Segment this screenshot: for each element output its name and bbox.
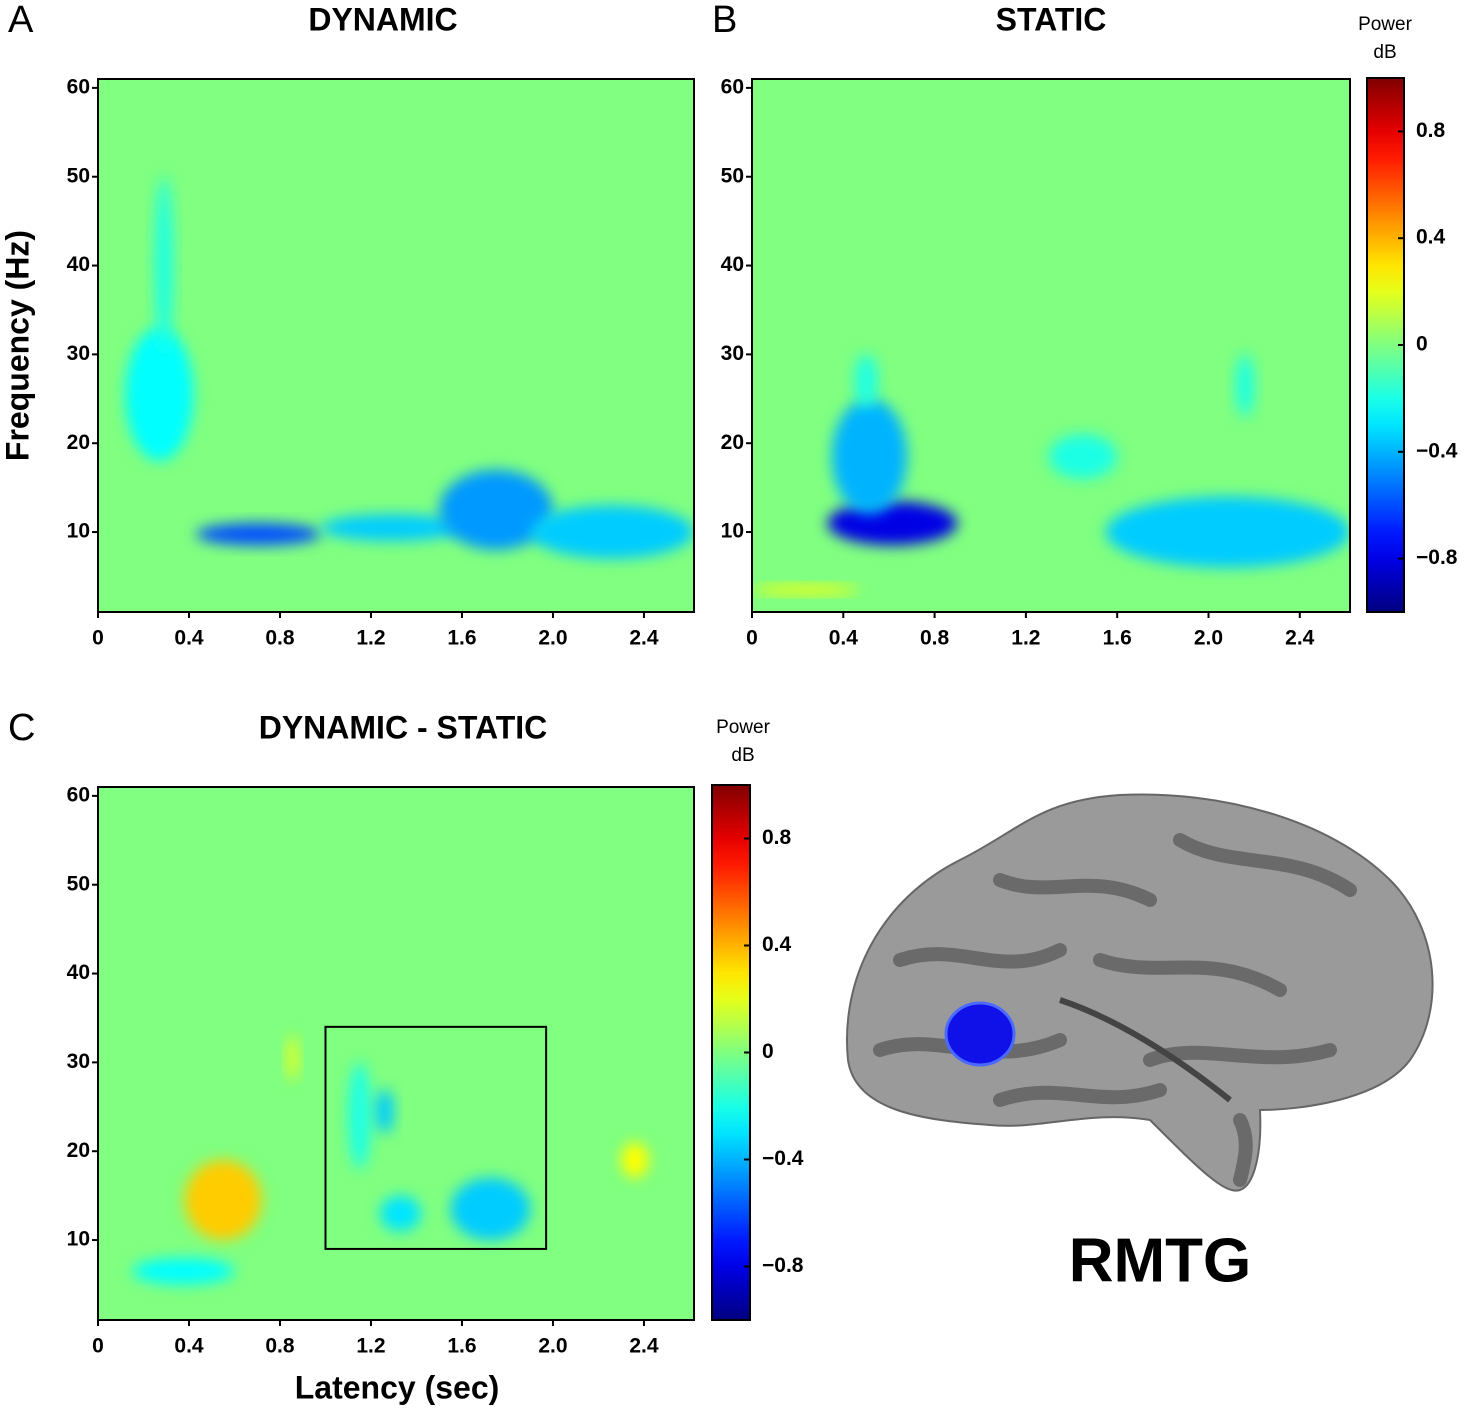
x-tick-label: 1.6 [447, 627, 476, 650]
x-axis-label: Latency (sec) [295, 1369, 500, 1405]
y-tick-label: 40 [721, 253, 744, 276]
y-tick-label: 50 [67, 872, 90, 895]
heatmap-blob [1235, 354, 1255, 417]
y-tick-label: 60 [67, 75, 90, 98]
heatmap-blob [125, 327, 194, 461]
heatmap-field [132, 1035, 649, 1285]
chart-title: DYNAMIC - STATIC [259, 709, 548, 745]
x-tick-label: 2.4 [629, 627, 659, 650]
heatmap-blob [380, 1195, 422, 1232]
chart-title: STATIC [996, 1, 1107, 37]
x-tick-label: 0.8 [265, 627, 295, 650]
colorbar-tick-label: −0.8 [762, 1254, 804, 1277]
heatmap-blob [1048, 434, 1118, 479]
y-tick-label: 40 [67, 961, 90, 984]
colorbar-label: Power [1358, 14, 1413, 35]
colorbar-label: dB [1373, 42, 1396, 63]
heatmap-blob [1105, 496, 1350, 568]
heatmap-blob [195, 523, 321, 546]
x-tick-label: 2.0 [1194, 627, 1223, 650]
x-tick-label: 1.2 [356, 1335, 385, 1358]
x-tick-label: 0.4 [174, 1335, 204, 1358]
heatmap-blob [621, 1142, 649, 1178]
x-tick-label: 2.0 [538, 627, 567, 650]
panel-letter: A [8, 0, 34, 41]
y-tick-label: 60 [67, 783, 90, 806]
heatmap-blob [154, 176, 174, 355]
brain: RMTG [846, 793, 1434, 1295]
y-tick-label: 40 [67, 253, 90, 276]
x-tick-label: 0 [746, 627, 758, 650]
y-tick-label: 20 [721, 431, 744, 454]
heatmap-blob [854, 354, 878, 408]
colorbar-label: dB [731, 745, 754, 766]
x-tick-label: 0.4 [174, 627, 204, 650]
x-tick-label: 1.2 [356, 627, 385, 650]
colorbar-tick-label: −0.4 [762, 1147, 804, 1170]
plot-frame [751, 78, 1351, 613]
colorbar-tick-label: 0.8 [1416, 119, 1446, 142]
colorbar-tick-label: 0 [762, 1040, 774, 1063]
heatmap-field [752, 354, 1350, 595]
heatmap-blob [184, 1160, 262, 1241]
x-tick-label: 0.8 [265, 1335, 295, 1358]
colorbar-tick-label: 0.4 [1416, 226, 1446, 249]
heatmap-blob [450, 1177, 531, 1241]
y-tick-label: 10 [67, 520, 90, 543]
x-tick-label: 2.4 [1285, 627, 1315, 650]
heatmap-blob [831, 398, 908, 515]
plot-frame [97, 78, 695, 613]
y-tick-label: 50 [721, 164, 744, 187]
plot-frame [97, 786, 695, 1321]
y-tick-label: 50 [67, 164, 90, 187]
x-tick-label: 0.4 [829, 627, 859, 650]
roi-box [324, 1025, 548, 1250]
x-tick-label: 0.8 [920, 627, 950, 650]
colorbar-label: Power [716, 717, 771, 738]
colorbar-tick-label: 0 [1416, 333, 1428, 356]
x-tick-label: 1.6 [1103, 627, 1132, 650]
y-tick-label: 10 [721, 520, 744, 543]
y-tick-label: 30 [67, 342, 90, 365]
colorbar-tick-label: −0.4 [1416, 439, 1458, 462]
colorbar-tick-label: 0.4 [762, 933, 792, 956]
heatmap-field [125, 176, 694, 559]
panel-letter: B [712, 0, 737, 41]
x-tick-label: 2.4 [629, 1335, 659, 1358]
heatmap-blob [530, 505, 694, 559]
x-tick-label: 1.2 [1011, 627, 1040, 650]
chart-title: DYNAMIC [308, 1, 457, 37]
y-tick-label: 10 [67, 1228, 90, 1251]
y-axis-label: Frequency (Hz) [0, 230, 35, 461]
panel-letter: C [8, 707, 35, 749]
colorbar-tick-label: −0.8 [1416, 546, 1458, 569]
x-tick-label: 2.0 [538, 1335, 567, 1358]
brain-label: RMTG [1069, 1226, 1252, 1295]
x-tick-label: 0 [92, 1335, 104, 1358]
y-tick-label: 60 [721, 75, 744, 98]
heatmap-blob [132, 1257, 235, 1285]
colorbar [1366, 77, 1405, 613]
y-tick-label: 30 [67, 1050, 90, 1073]
x-tick-label: 0 [92, 627, 104, 650]
y-tick-label: 20 [67, 1139, 90, 1162]
heatmap-blob [375, 1089, 394, 1134]
colorbar-tick-label: 0.8 [762, 826, 792, 849]
heatmap-blob [439, 469, 553, 550]
heatmap-blob [348, 1062, 371, 1169]
y-tick-label: 30 [721, 342, 744, 365]
heatmap-blob [320, 514, 462, 541]
heatmap-blob [286, 1035, 299, 1081]
plot-background [98, 787, 694, 1320]
y-tick-label: 20 [67, 431, 90, 454]
x-tick-label: 1.6 [447, 1335, 476, 1358]
heatmap-blob [827, 500, 958, 546]
heatmap-blob [752, 585, 860, 595]
